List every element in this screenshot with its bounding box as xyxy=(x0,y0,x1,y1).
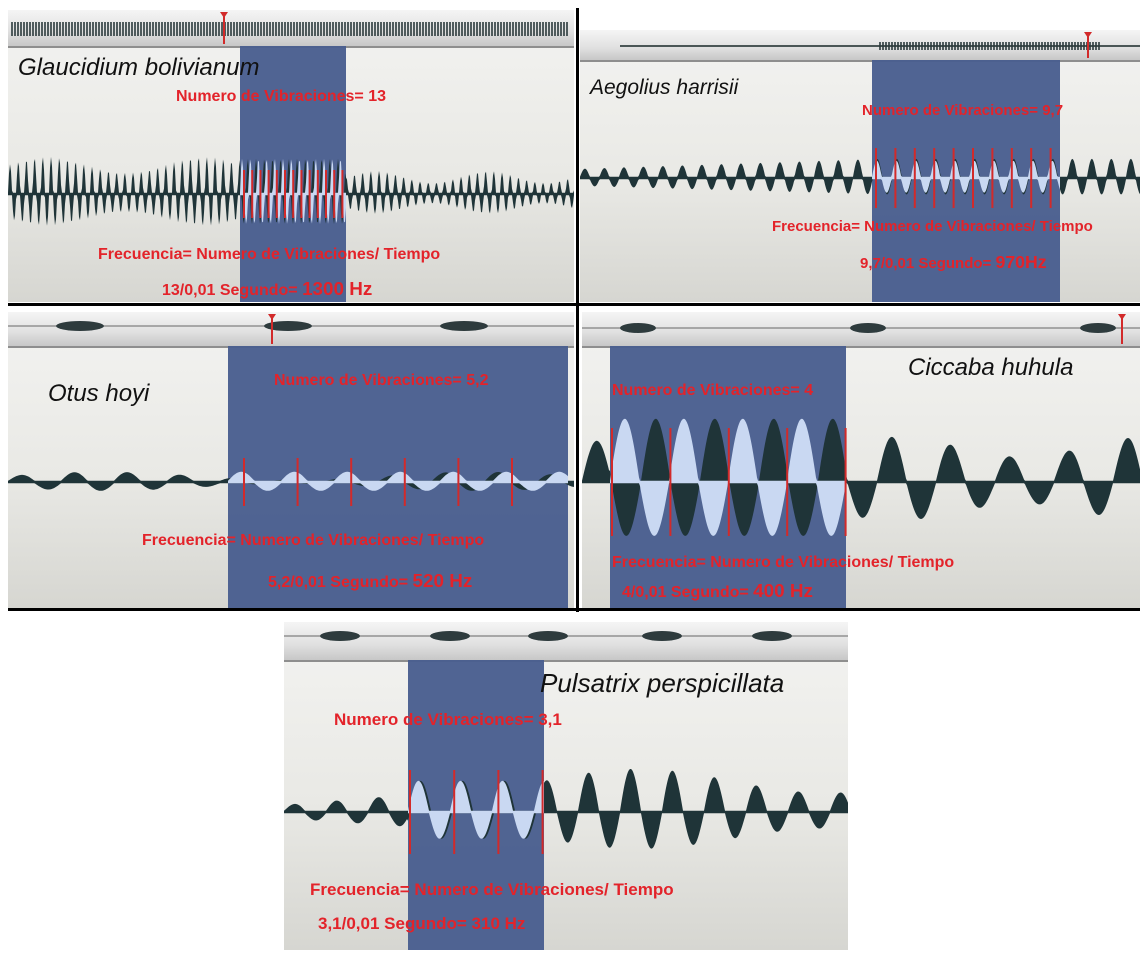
overview-track xyxy=(284,622,848,662)
formula-label: Frecuencia= Numero de Vibraciones/ Tiemp… xyxy=(310,880,674,899)
selected-waveform xyxy=(872,160,1060,193)
overview-call-blob xyxy=(56,321,104,331)
waveform xyxy=(582,418,1140,536)
frequency-result: 310 Hz xyxy=(471,914,526,933)
waveform-trace xyxy=(580,158,1140,195)
spectrogram-panel-glaucidium: Glaucidium bolivianum Numero de Vibracio… xyxy=(8,10,574,302)
playhead-marker-head xyxy=(268,314,276,320)
formula-label: Frecuencia= Numero de Vibraciones/ Tiemp… xyxy=(142,532,485,549)
calculation-label: 13/0,01 Segundo= 1300 Hz xyxy=(162,278,372,300)
overview-waveform xyxy=(11,12,568,44)
frequency-result: 1300 Hz xyxy=(302,278,373,299)
playhead-marker-head xyxy=(1084,32,1092,38)
calculation-label: 5,2/0,01 Segundo= 520 Hz xyxy=(268,570,472,592)
overview-call-blob xyxy=(528,631,568,641)
overview-waveform xyxy=(284,631,848,641)
formula-label: Frecuencia= Numero de Vibraciones/ Tiemp… xyxy=(98,246,441,263)
overview-call-blob xyxy=(752,631,792,641)
horizontal-divider-bottom xyxy=(8,608,1140,611)
species-name: Ciccaba huhula xyxy=(908,354,1074,381)
playhead-marker-head xyxy=(1118,314,1126,320)
calculation-prefix: 13/0,01 Segundo= xyxy=(162,282,298,299)
waveform-trace xyxy=(8,156,574,226)
horizontal-divider-top xyxy=(8,303,1140,306)
overview-track xyxy=(8,312,574,348)
vibrations-label: Numero de Vibraciones= 3,1 xyxy=(334,710,562,729)
frequency-result: 970Hz xyxy=(995,252,1047,272)
selection-region[interactable] xyxy=(408,660,544,950)
waveform xyxy=(580,148,1140,208)
spectrogram-panel-aegolius: Aegolius harrisii Numero de Vibraciones=… xyxy=(580,30,1140,302)
overview-call-blob xyxy=(642,631,682,641)
species-name: Otus hoyi xyxy=(48,380,150,407)
spectrogram-panel-pulsatrix: Pulsatrix perspicillata Numero de Vibrac… xyxy=(284,622,848,950)
overview-call-blob xyxy=(850,323,886,333)
calculation-label: 4/0,01 Segundo= 400 Hz xyxy=(622,580,813,602)
vibrations-label: Numero de Vibraciones= 13 xyxy=(176,88,387,105)
waveform-trace xyxy=(582,418,1140,536)
formula-label: Frecuencia= Numero de Vibraciones/ Tiemp… xyxy=(612,554,955,571)
calculation-prefix: 4/0,01 Segundo= xyxy=(622,584,749,601)
overview-waveform xyxy=(8,314,574,344)
calculation-label: 3,1/0,01 Segundo= 310 Hz xyxy=(318,914,525,934)
vibrations-label: Numero de Vibraciones= 4 xyxy=(612,382,814,399)
overview-track xyxy=(582,312,1140,348)
waveform-trace xyxy=(284,769,848,849)
overview-call-blob xyxy=(620,323,656,333)
overview-call-blob xyxy=(430,631,470,641)
calculation-prefix: 5,2/0,01 Segundo= xyxy=(268,574,409,591)
overview-track xyxy=(8,10,574,48)
selected-waveform xyxy=(228,471,568,491)
formula-label: Frecuencia= Numero de Vibraciones/ Tiemp… xyxy=(772,218,1093,235)
selected-waveform xyxy=(408,780,544,839)
overview-call-blob xyxy=(264,321,312,331)
waveform xyxy=(8,458,574,506)
vibrations-label: Numero de Vibraciones= 9,7 xyxy=(862,102,1064,119)
frequency-result: 520 Hz xyxy=(412,570,473,591)
waveform xyxy=(8,156,574,226)
overview-call-blob xyxy=(440,321,488,331)
overview-waveform xyxy=(620,32,1140,58)
overview-call-blob xyxy=(320,631,360,641)
species-name: Glaucidium bolivianum xyxy=(18,54,260,81)
selected-waveform xyxy=(610,418,846,536)
playhead-marker-head xyxy=(220,12,228,18)
overview-call-blob xyxy=(1080,323,1116,333)
vibrations-label: Numero de Vibraciones= 5,2 xyxy=(274,372,489,389)
waveform xyxy=(284,769,848,854)
overview-waveform xyxy=(582,314,1140,344)
calculation-prefix: 3,1/0,01 Segundo= xyxy=(318,914,467,933)
vertical-divider xyxy=(576,8,579,612)
spectrogram-panel-ciccaba: Ciccaba huhula Numero de Vibraciones= 4 … xyxy=(582,312,1140,608)
calculation-prefix: 9,7/0,01 Segundo= xyxy=(860,255,992,272)
overview-track xyxy=(580,30,1140,62)
species-name: Aegolius harrisii xyxy=(590,76,739,99)
calculation-label: 9,7/0,01 Segundo= 970Hz xyxy=(860,252,1047,273)
frequency-result: 400 Hz xyxy=(753,580,813,601)
spectrogram-panel-otus: Otus hoyi Numero de Vibraciones= 5,2 Fre… xyxy=(8,312,574,608)
species-name: Pulsatrix perspicillata xyxy=(540,668,785,698)
